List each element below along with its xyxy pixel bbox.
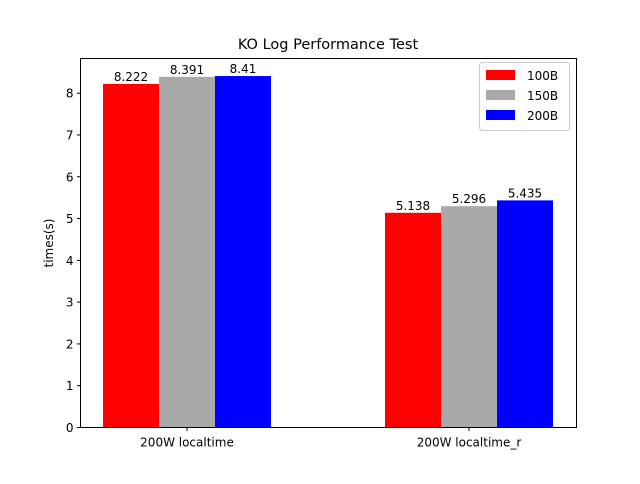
y-tick-label: 7 [66,128,74,142]
legend-swatch-150B [486,90,515,100]
legend-swatch-100B [486,70,515,80]
y-tick-label: 0 [66,421,74,435]
bar-200B [497,200,553,428]
data-label: 5.435 [508,186,542,200]
legend-label: 200B [527,109,558,123]
y-tick-label: 5 [66,212,74,226]
y-tick-label: 2 [66,337,74,351]
y-tick-label: 4 [66,254,74,268]
y-tick-label: 8 [66,87,74,101]
bar-100B [385,212,441,428]
data-label: 8.41 [230,62,257,76]
data-label: 5.296 [452,192,486,206]
legend-swatch-200B [486,110,515,120]
chart-title: KO Log Performance Test [238,37,419,53]
y-tick-label: 3 [66,296,74,310]
legend-label: 100B [527,69,558,83]
data-label: 5.138 [396,199,430,213]
bar-200B [215,76,271,428]
data-label: 8.222 [114,70,148,84]
x-tick-label: 200W localtime_r [417,436,522,450]
legend: 100B 150B 200B [479,62,570,131]
y-tick-label: 1 [66,379,74,393]
data-label: 8.391 [170,63,204,77]
legend-label: 150B [527,89,558,103]
y-tick-label: 6 [66,170,74,184]
bar-150B [159,76,215,428]
y-axis-label: times(s) [42,219,56,268]
x-tick-label: 200W localtime [140,436,234,450]
bar-100B [103,83,159,428]
axes-frame [80,58,577,428]
bar-150B [441,206,497,428]
